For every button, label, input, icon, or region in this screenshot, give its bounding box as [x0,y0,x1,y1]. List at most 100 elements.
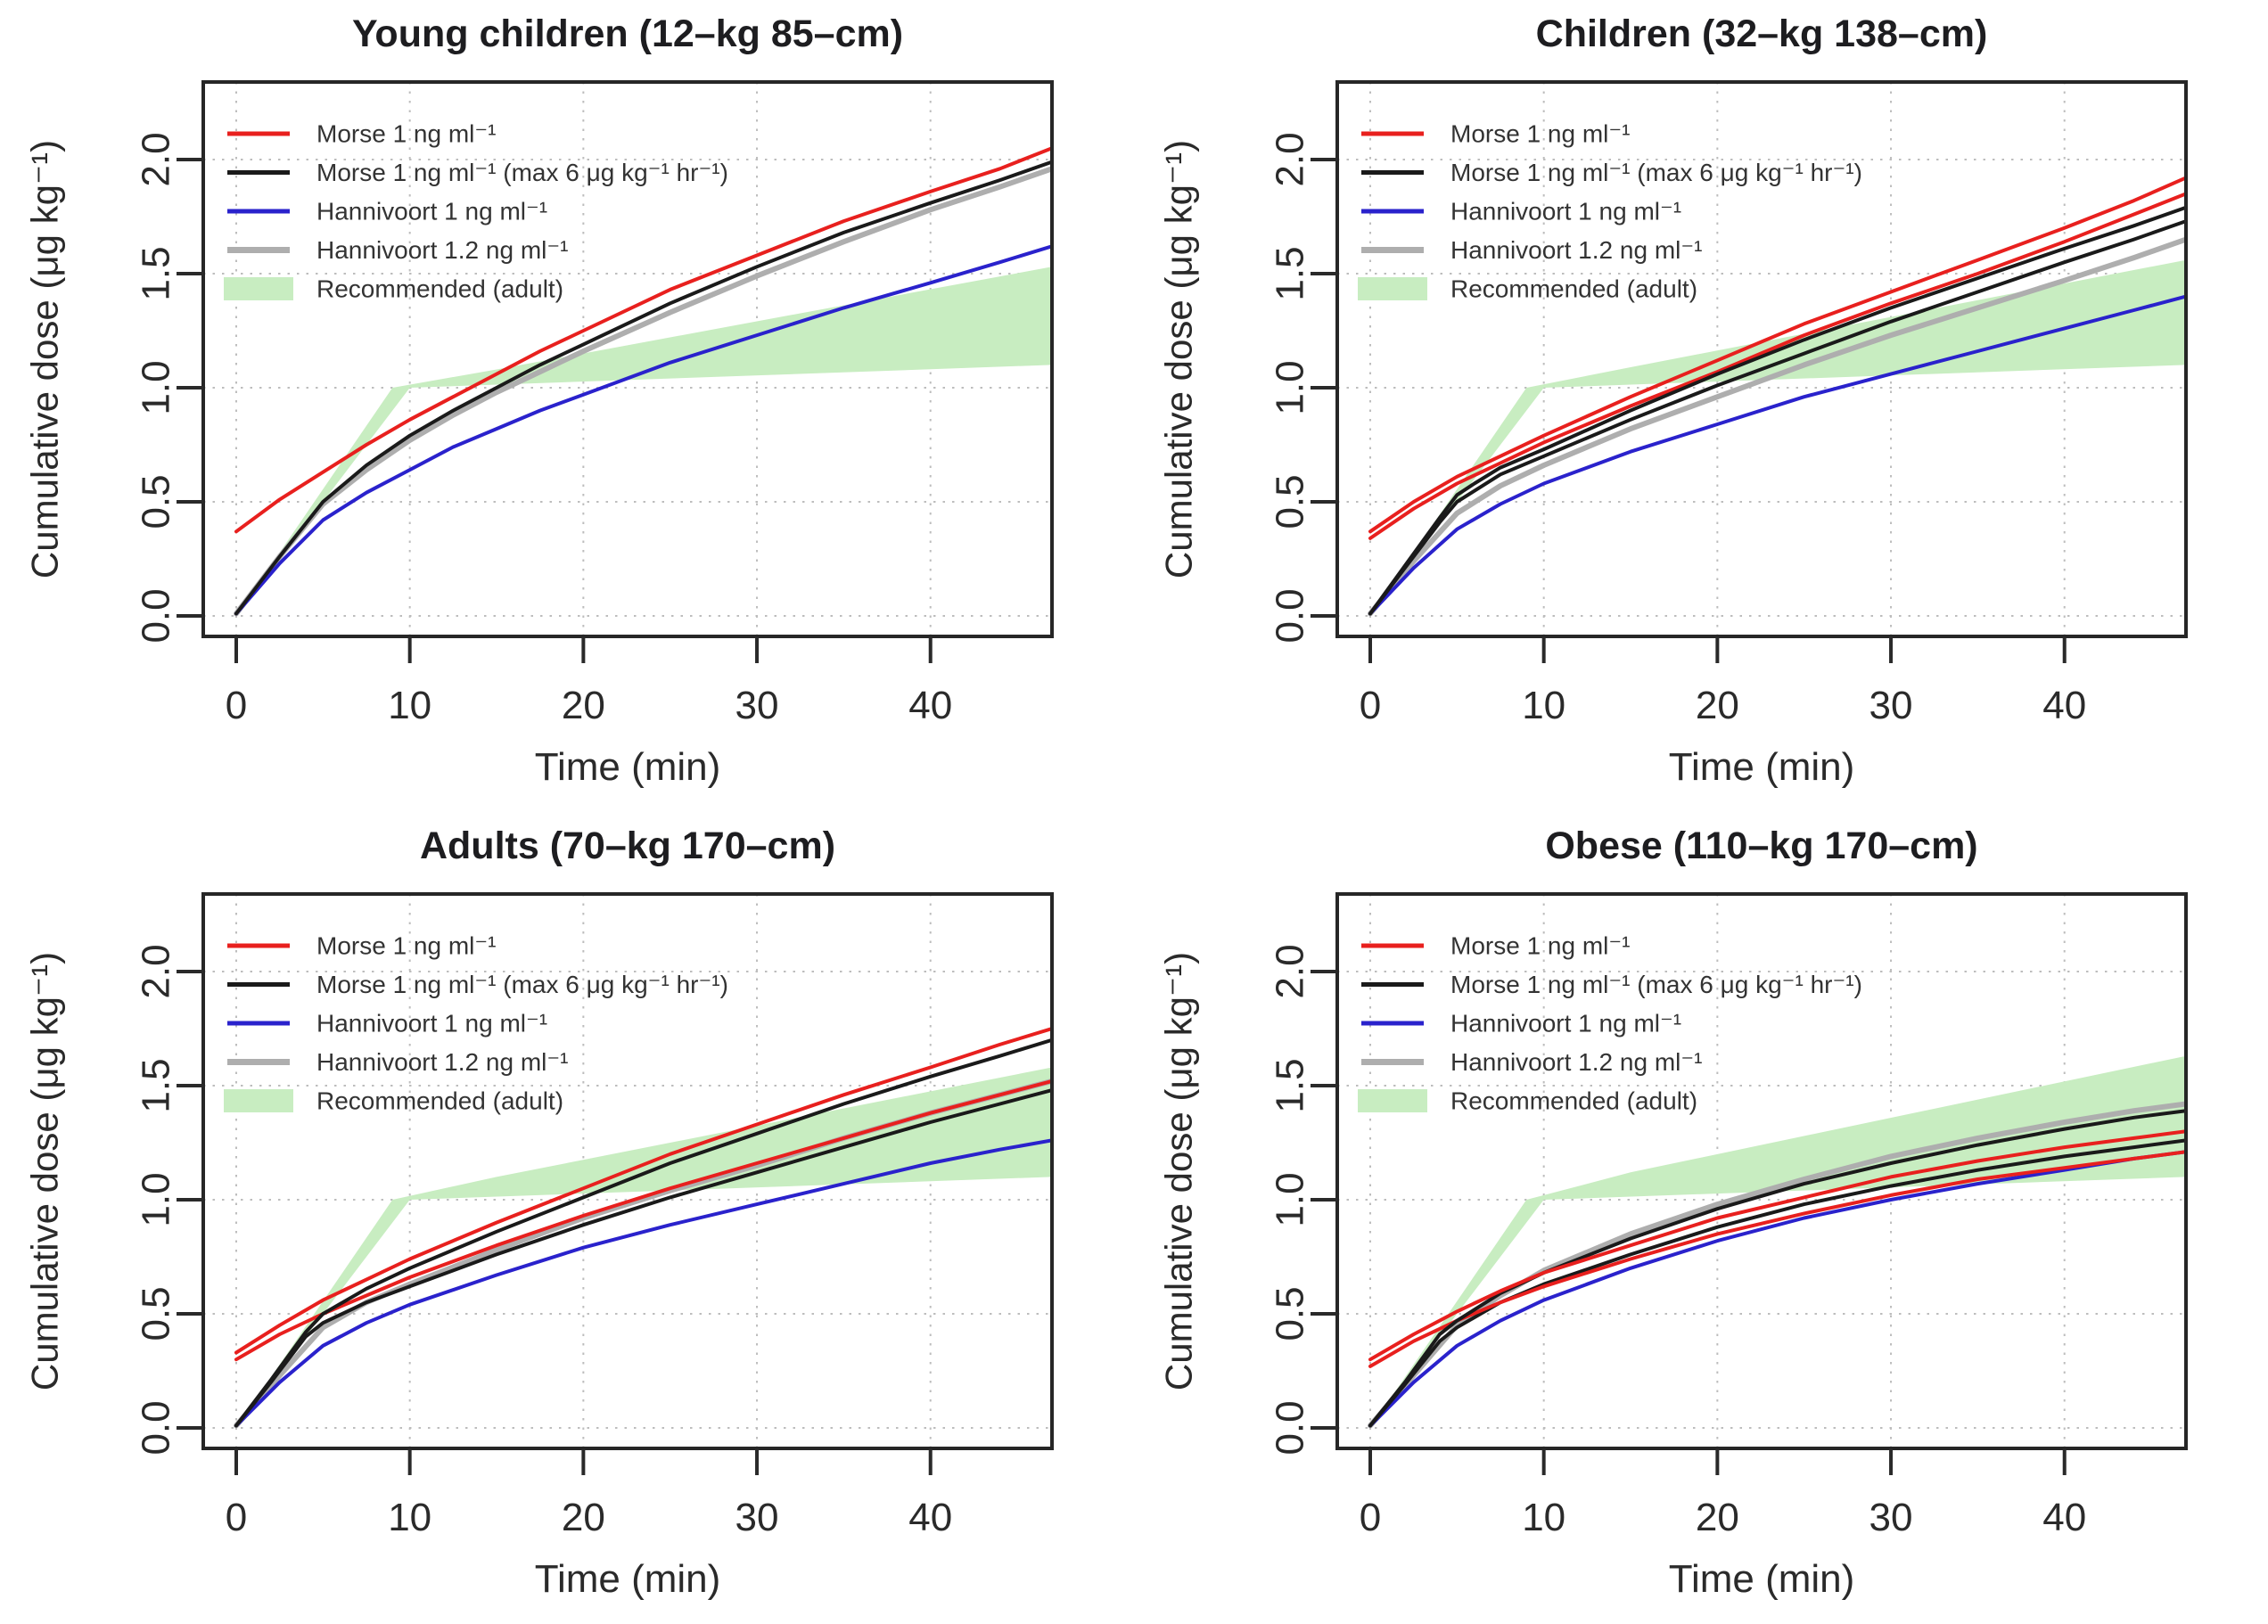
legend-label-recommended: Recommended (adult) [1450,275,1697,303]
legend-label-morse1: Morse 1 ng ml⁻¹ [316,120,497,148]
series-line-morse1 [1368,1129,2186,1362]
panel-obese: Obese (110–kg 170–cm) Cumulative dose (μ… [1134,812,2268,1624]
legend-label-hannivoort1: Hannivoort 1 ng ml⁻¹ [1450,198,1681,226]
x-axis-title: Time (min) [1668,1557,1855,1601]
legend-label-recommended: Recommended (adult) [316,1087,563,1115]
y-tick-label: 0.5 [135,1286,178,1341]
legend-label-hannivoort12: Hannivoort 1.2 ng ml⁻¹ [1450,236,1702,264]
plot-box [1335,80,2188,638]
plot-area: 0 10 20 30 40 0.0 0.5 1.0 1.5 2.0 Morse 1 ng ml⁻¹ M… [1269,892,2188,1539]
series-line-hannivoort12 [1368,236,2186,617]
plot-area: 0 10 20 30 40 0.0 0.5 1.0 1.5 2.0 Morse 1 ng ml⁻¹ M… [1269,80,2188,727]
legend-label-recommended: Recommended (adult) [316,275,563,303]
recommended-band [1370,1055,2186,1428]
plot-box [201,80,1054,638]
series-line-hannivoort1 [1368,294,2186,616]
series-line-morse1max-b [1368,1138,2186,1428]
x-tick-label: 30 [1869,684,1913,727]
y-tick-label: 1.0 [1269,1172,1312,1226]
y-tick-label: 0.5 [1269,474,1312,529]
legend-label-hannivoort1: Hannivoort 1 ng ml⁻¹ [1450,1010,1681,1038]
y-tick-label: 1.0 [1269,360,1312,414]
legend-label-hannivoort12: Hannivoort 1.2 ng ml⁻¹ [1450,1048,1702,1076]
y-tick-label: 2.0 [135,132,178,186]
legend-label-hannivoort1: Hannivoort 1 ng ml⁻¹ [316,1010,547,1038]
y-tick-label: 0.5 [1269,1286,1312,1341]
panel-young-children: Young children (12–kg 85–cm) Cumulative … [0,0,1134,812]
recommended-band [236,1067,1052,1428]
y-tick-label: 0.5 [135,474,178,529]
legend-label-morse1max: Morse 1 ng ml⁻¹ (max 6 μg kg⁻¹ hr⁻¹) [1450,159,1862,186]
recommended-band [236,267,1052,616]
y-tick-label: 1.0 [135,1172,178,1226]
series-line-morse1max-b [1368,219,2186,616]
panel-adults: Adults (70–kg 170–cm) Cumulative dose (μ… [0,812,1134,1624]
y-tick-label: 1.0 [135,360,178,414]
x-tick-label: 10 [1522,1496,1565,1539]
legend-label-morse1: Morse 1 ng ml⁻¹ [316,932,497,960]
legend-label-morse1: Morse 1 ng ml⁻¹ [1450,932,1631,960]
x-tick-label: 20 [562,684,605,727]
legend-label-morse1max: Morse 1 ng ml⁻¹ (max 6 μg kg⁻¹ hr⁻¹) [316,971,728,998]
plot-area: 0 10 20 30 40 0.0 0.5 1.0 1.5 2.0 Morse 1 ng ml⁻¹ M… [135,80,1054,727]
plot-box [1335,892,2188,1450]
series-line-hannivoort12 [234,166,1052,617]
y-tick-label: 0.0 [1269,1400,1312,1455]
x-tick-label: 30 [735,684,779,727]
x-tick-label: 0 [226,1496,247,1539]
x-tick-label: 20 [1696,1496,1739,1539]
plot-box [201,892,1054,1450]
y-tick-label: 0.0 [135,588,178,643]
series-line-morse1max [1368,205,2186,616]
series-line-morse1-b [1368,192,2186,540]
series-line-morse1 [234,146,1052,534]
legend-swatch-recommended [1358,1089,1427,1112]
series-line-morse1 [234,1027,1052,1355]
legend-label-hannivoort12: Hannivoort 1.2 ng ml⁻¹ [316,1048,568,1076]
legend-label-morse1max: Morse 1 ng ml⁻¹ (max 6 μg kg⁻¹ hr⁻¹) [316,159,728,186]
series-line-morse1max [234,160,1052,616]
legend-label-hannivoort12: Hannivoort 1.2 ng ml⁻¹ [316,236,568,264]
x-tick-label: 40 [908,1496,952,1539]
x-tick-label: 30 [735,1496,779,1539]
panel-title: Adults (70–kg 170–cm) [419,824,836,867]
x-tick-label: 10 [388,684,431,727]
x-axis-title: Time (min) [534,1557,721,1601]
y-tick-label: 1.5 [135,246,178,300]
legend-swatch-recommended [224,1089,293,1112]
panel-title: Obese (110–kg 170–cm) [1545,824,1978,867]
legend-swatch-recommended [1358,277,1427,300]
x-tick-label: 20 [1696,684,1739,727]
legend-label-morse1max: Morse 1 ng ml⁻¹ (max 6 μg kg⁻¹ hr⁻¹) [1450,971,1862,998]
series-line-morse1max [234,1038,1052,1428]
legend-label-hannivoort1: Hannivoort 1 ng ml⁻¹ [316,198,547,226]
x-tick-label: 40 [2042,684,2086,727]
x-axis-title: Time (min) [534,745,721,789]
panel-title: Children (32–kg 138–cm) [1535,12,1988,55]
x-tick-label: 30 [1869,1496,1913,1539]
series-line-hannivoort1 [1368,1150,2186,1428]
panel-children: Children (32–kg 138–cm) Cumulative dose … [1134,0,2268,812]
series-line-morse1max [1368,1109,2186,1428]
y-tick-label: 1.5 [135,1058,178,1112]
series-line-hannivoort1 [234,244,1052,616]
series-line-hannivoort12 [1368,1101,2186,1429]
y-tick-label: 2.0 [1269,944,1312,998]
x-axis-title: Time (min) [1668,745,1855,789]
y-tick-label: 0.0 [135,1400,178,1455]
y-tick-label: 1.5 [1269,246,1312,300]
y-tick-label: 2.0 [135,944,178,998]
x-tick-label: 10 [1522,684,1565,727]
x-tick-label: 20 [562,1496,605,1539]
x-tick-label: 0 [1360,684,1381,727]
legend-label-recommended: Recommended (adult) [1450,1087,1697,1115]
series-line-morse1 [1368,176,2186,534]
plot-area: 0 10 20 30 40 0.0 0.5 1.0 1.5 2.0 Morse 1 ng ml⁻¹ M… [135,892,1054,1539]
x-tick-label: 0 [1360,1496,1381,1539]
x-tick-label: 40 [2042,1496,2086,1539]
y-tick-label: 1.5 [1269,1058,1312,1112]
y-tick-label: 0.0 [1269,588,1312,643]
legend-label-morse1: Morse 1 ng ml⁻¹ [1450,120,1631,148]
series-line-hannivoort1 [234,1138,1052,1428]
